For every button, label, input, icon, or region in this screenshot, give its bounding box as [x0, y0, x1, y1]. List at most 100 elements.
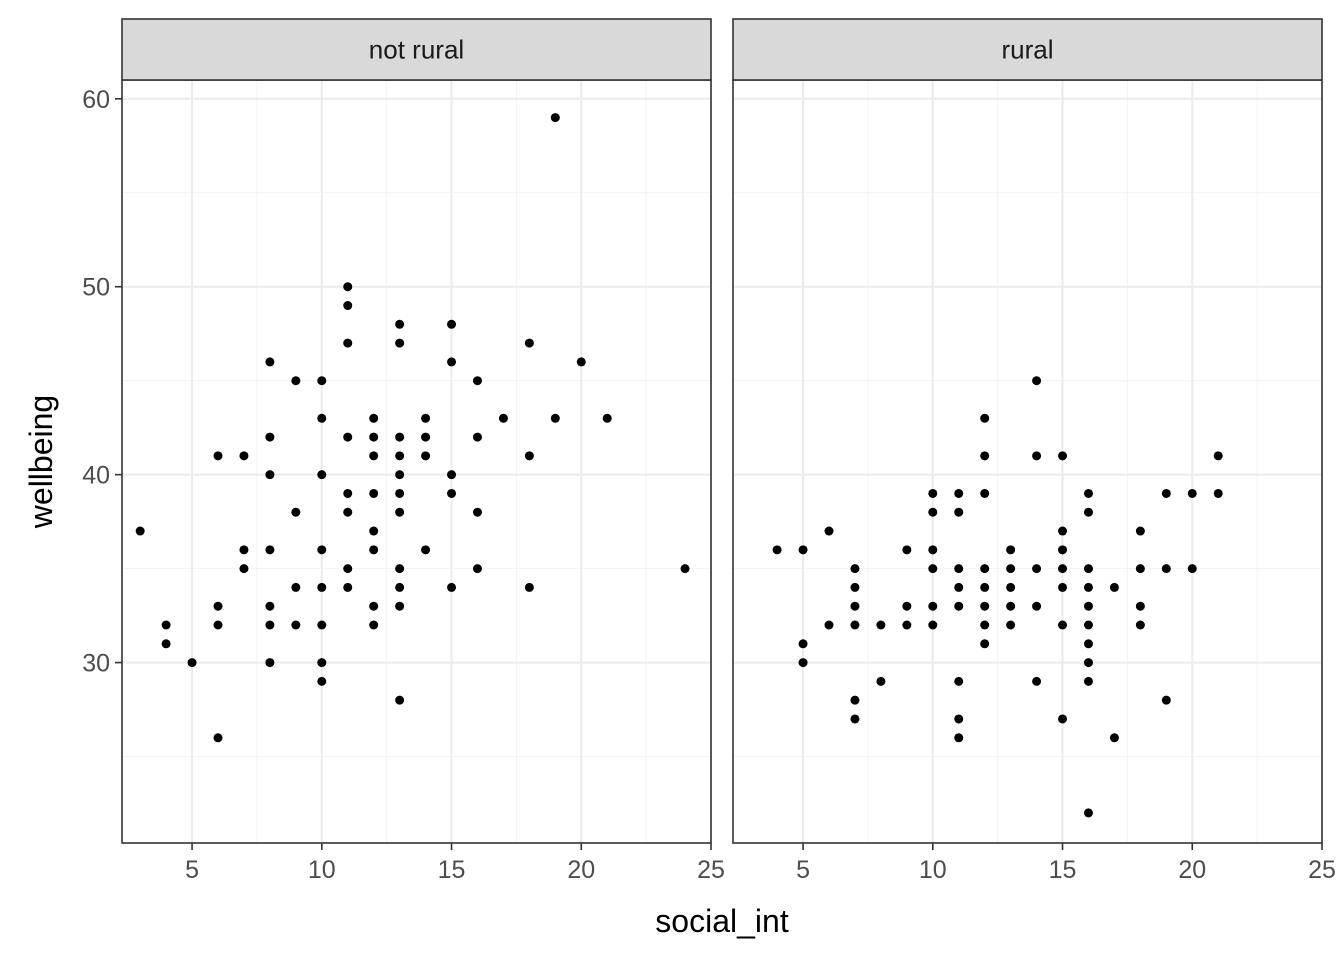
- data-point: [343, 564, 353, 574]
- data-point: [187, 658, 197, 668]
- data-point: [343, 282, 353, 292]
- data-point: [1058, 526, 1068, 536]
- data-point: [602, 413, 612, 423]
- data-point: [213, 451, 223, 461]
- data-point: [1083, 639, 1093, 649]
- facet-strip-label: rural: [1001, 35, 1053, 65]
- data-point: [850, 582, 860, 592]
- x-tick-label: 5: [796, 856, 810, 884]
- data-point: [524, 451, 534, 461]
- data-point: [798, 639, 808, 649]
- data-point: [291, 582, 301, 592]
- data-point: [369, 413, 379, 423]
- data-point: [954, 488, 964, 498]
- data-point: [317, 376, 327, 386]
- x-tick-label: 15: [1049, 856, 1077, 884]
- data-point: [447, 357, 457, 367]
- data-point: [421, 545, 431, 555]
- data-point: [343, 488, 353, 498]
- data-point: [850, 620, 860, 630]
- data-point: [395, 564, 405, 574]
- data-point: [980, 451, 990, 461]
- data-point: [472, 564, 482, 574]
- data-point: [369, 620, 379, 630]
- data-point: [395, 582, 405, 592]
- data-point: [343, 432, 353, 442]
- facet-panel-1: rural 5 10 15 20 25: [732, 18, 1336, 884]
- data-point: [928, 620, 938, 630]
- data-point: [317, 413, 327, 423]
- data-point: [772, 545, 782, 555]
- data-point: [1109, 733, 1119, 743]
- data-point: [902, 601, 912, 611]
- data-point: [343, 338, 353, 348]
- data-point: [265, 620, 275, 630]
- data-point: [1058, 545, 1068, 555]
- data-point: [395, 451, 405, 461]
- data-point: [369, 432, 379, 442]
- data-point: [369, 526, 379, 536]
- data-point: [395, 338, 405, 348]
- data-point: [954, 676, 964, 686]
- data-point: [524, 338, 534, 348]
- data-point: [1083, 658, 1093, 668]
- facet-strip-label: not rural: [369, 35, 464, 65]
- data-point: [1135, 564, 1145, 574]
- data-point: [395, 507, 405, 517]
- data-point: [447, 488, 457, 498]
- data-point: [317, 545, 327, 555]
- x-tick-label: 20: [567, 856, 595, 884]
- data-point: [213, 620, 223, 630]
- data-point: [395, 432, 405, 442]
- data-point: [1109, 582, 1119, 592]
- data-point: [395, 601, 405, 611]
- data-point: [1058, 620, 1068, 630]
- data-point: [1135, 526, 1145, 536]
- data-point: [1083, 620, 1093, 630]
- data-point: [928, 488, 938, 498]
- data-point: [824, 620, 834, 630]
- data-point: [550, 113, 560, 123]
- data-point: [928, 545, 938, 555]
- data-point: [1083, 507, 1093, 517]
- data-point: [1213, 451, 1223, 461]
- data-point: [954, 601, 964, 611]
- data-point: [980, 413, 990, 423]
- data-point: [343, 582, 353, 592]
- data-point: [824, 526, 834, 536]
- data-point: [1058, 451, 1068, 461]
- x-tick-label: 20: [1178, 856, 1206, 884]
- data-point: [1161, 488, 1171, 498]
- y-tick-label: 60: [82, 86, 110, 114]
- data-point: [576, 357, 586, 367]
- facet-strip: [121, 18, 712, 81]
- data-point: [317, 582, 327, 592]
- data-point: [680, 564, 690, 574]
- data-point: [954, 733, 964, 743]
- data-point: [1187, 488, 1197, 498]
- data-point: [1161, 695, 1171, 705]
- data-point: [369, 451, 379, 461]
- data-point: [498, 413, 508, 423]
- data-point: [1032, 451, 1042, 461]
- data-point: [421, 413, 431, 423]
- data-point: [524, 582, 534, 592]
- data-point: [421, 432, 431, 442]
- data-point: [798, 658, 808, 668]
- data-point: [798, 545, 808, 555]
- data-point: [954, 582, 964, 592]
- data-point: [291, 620, 301, 630]
- data-point: [447, 319, 457, 329]
- data-point: [1135, 620, 1145, 630]
- data-point: [472, 507, 482, 517]
- data-point: [954, 507, 964, 517]
- data-point: [928, 564, 938, 574]
- data-point: [213, 733, 223, 743]
- data-point: [265, 601, 275, 611]
- x-tick-label: 10: [919, 856, 947, 884]
- panel-background: [122, 80, 711, 843]
- x-tick-label: 25: [1308, 856, 1336, 884]
- data-point: [1083, 676, 1093, 686]
